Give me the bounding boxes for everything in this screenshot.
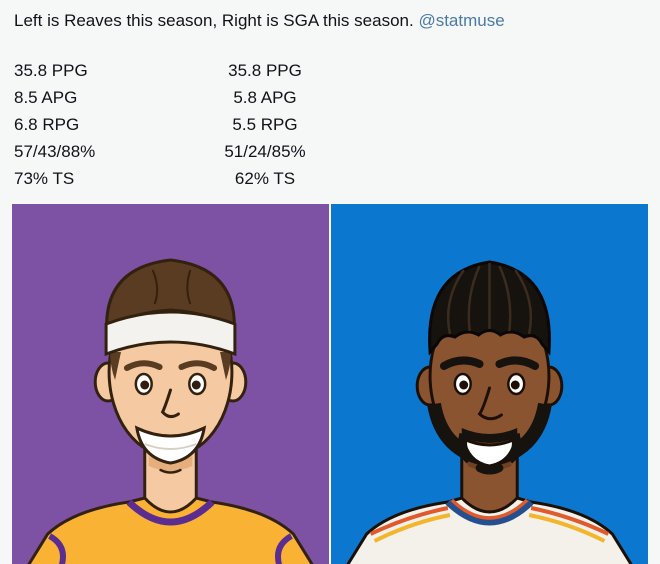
reaves-chin-line [159, 468, 182, 474]
sga-braid-line-2 [467, 265, 481, 332]
sga-rpg: 5.5 RPG [232, 115, 298, 134]
stat-row-splits: 57/43/88% 51/24/85% [14, 138, 646, 165]
tweet-text-main: Left is Reaves this season, Right is SGA… [14, 11, 419, 30]
sga-pupil-left [459, 380, 469, 390]
stat-row-ts: 73% TS 62% TS [14, 165, 646, 192]
sga-pupil-right [510, 380, 520, 390]
sga-chin-patch [475, 464, 504, 475]
sga-brow-left [439, 356, 484, 370]
reaves-jersey-collar-trim [126, 499, 215, 526]
sga-ts: 62% TS [234, 169, 296, 188]
sga-braid-line-5 [514, 269, 533, 335]
reaves-ts: 73% TS [14, 169, 75, 188]
reaves-sideburn-left [110, 352, 121, 380]
reaves-nose [160, 388, 180, 419]
statmuse-mention[interactable]: @statmuse [418, 11, 505, 30]
reaves-apg: 8.5 APG [14, 88, 78, 107]
reaves-brow-right [178, 360, 218, 371]
reaves-cartoon-svg [12, 204, 329, 564]
sga-braid-line-1 [446, 269, 465, 335]
sga-shoulder-stripe-left-orange [369, 506, 449, 536]
sga-goatee-right [506, 433, 521, 464]
sga-braid-line-4 [498, 265, 512, 332]
stats-block: 35.8 PPG 35.8 PPG 8.5 APG 5.8 APG 6.8 RP… [0, 57, 660, 192]
sga-goatee-left [458, 433, 473, 464]
sga-shoulder-stripe-left-yellow [373, 513, 451, 543]
stat-row-rpg: 6.8 RPG 5.5 RPG [14, 111, 646, 138]
reaves-pupil-right [191, 380, 201, 390]
reaves-headband [104, 310, 237, 357]
reaves-pupil-left [140, 380, 150, 390]
reaves-hair-strand-2 [186, 269, 192, 305]
sga-brow-right [495, 356, 540, 370]
reaves-teeth-line [144, 443, 197, 450]
reaves-splits: 57/43/88% [14, 142, 96, 161]
stat-row-ppg: 35.8 PPG 35.8 PPG [14, 57, 646, 84]
reaves-ppg: 35.8 PPG [14, 61, 88, 80]
sga-shoulder-stripe-right-orange [530, 506, 610, 536]
stat-row-apg: 8.5 APG 5.8 APG [14, 84, 646, 111]
sga-collar-trim-orange [450, 498, 529, 520]
reaves-rpg: 6.8 RPG [14, 115, 80, 134]
reaves-brow-left [123, 360, 163, 371]
sga-collar-trim-navy [445, 499, 534, 526]
reaves-illustration[interactable] [12, 204, 329, 564]
player-images [0, 204, 660, 564]
sga-splits: 51/24/85% [224, 142, 306, 161]
sga-mustache [461, 428, 518, 443]
reaves-sideburn-right [220, 352, 231, 380]
sga-cartoon-svg [331, 204, 648, 564]
reaves-hair-strand [151, 269, 159, 305]
sga-shoulder-stripe-right-yellow [528, 513, 606, 543]
sga-smile [461, 436, 518, 468]
sga-illustration[interactable] [331, 204, 648, 564]
reaves-smile [134, 425, 207, 465]
sga-ppg: 35.8 PPG [228, 61, 302, 80]
reaves-jersey [27, 496, 314, 564]
sga-nose [477, 386, 503, 421]
sga-apg: 5.8 APG [233, 88, 297, 107]
tweet-text: Left is Reaves this season, Right is SGA… [0, 0, 660, 32]
